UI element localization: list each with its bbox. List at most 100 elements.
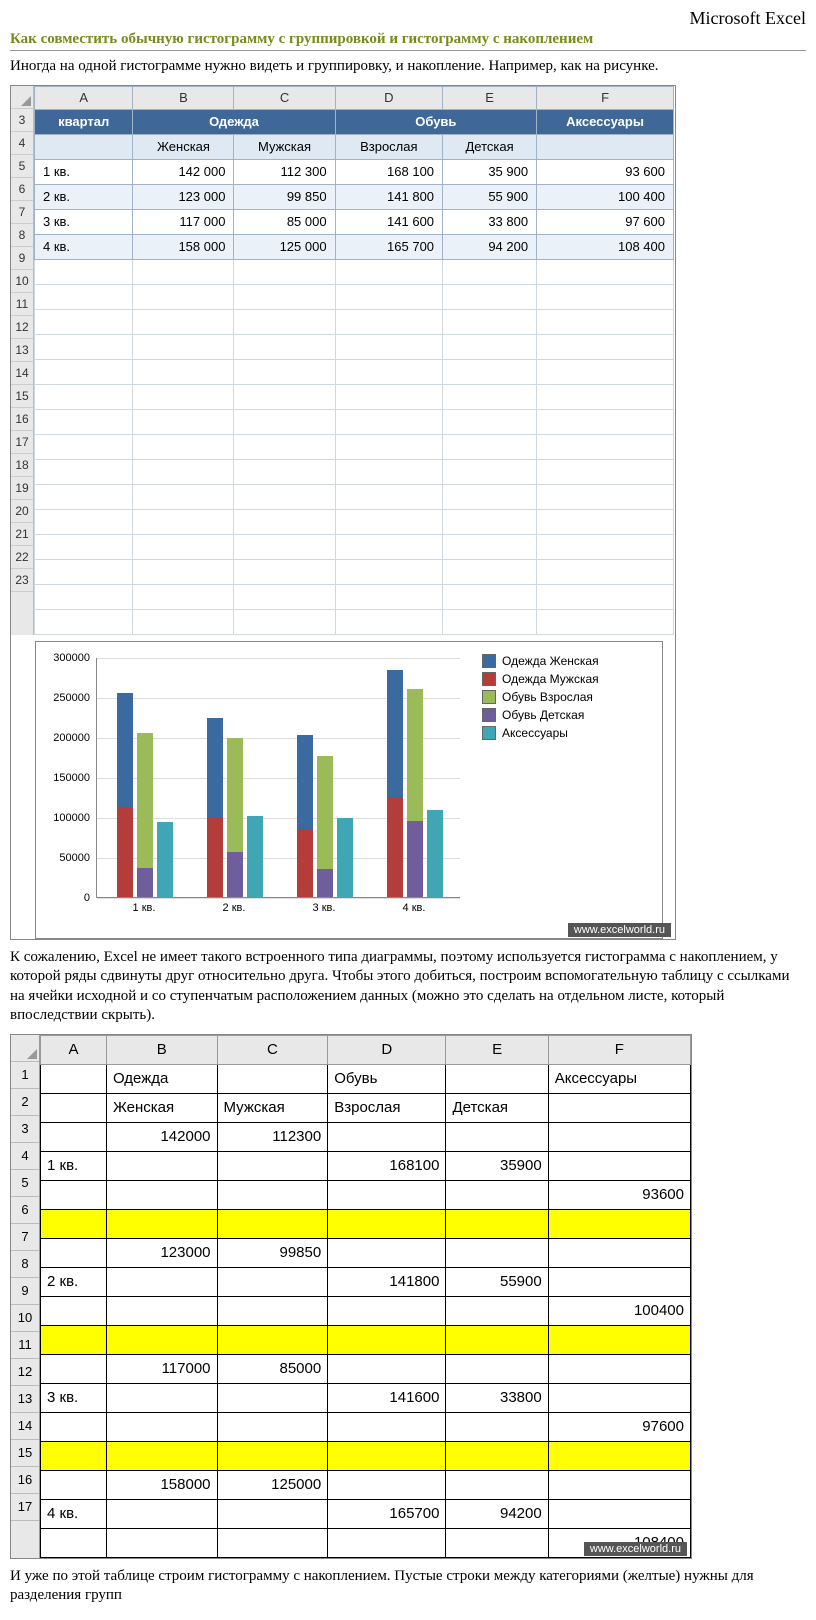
row-num[interactable]: 6 bbox=[11, 1197, 39, 1224]
cell[interactable]: 94200 bbox=[446, 1499, 548, 1528]
row-num[interactable]: 7 bbox=[11, 201, 33, 224]
cell[interactable]: 141 600 bbox=[335, 209, 442, 234]
row-num[interactable]: 3 bbox=[11, 1116, 39, 1143]
row-num[interactable]: 9 bbox=[11, 247, 33, 270]
row-num[interactable]: 17 bbox=[11, 431, 33, 454]
row-num[interactable]: 7 bbox=[11, 1224, 39, 1251]
cell[interactable]: 2 кв. bbox=[41, 1267, 107, 1296]
row-num[interactable]: 3 bbox=[11, 109, 33, 132]
cell[interactable] bbox=[217, 1296, 328, 1325]
chart-bar[interactable] bbox=[407, 689, 423, 897]
cell[interactable]: 33 800 bbox=[443, 209, 537, 234]
cell[interactable] bbox=[548, 1267, 690, 1296]
chart-bar[interactable] bbox=[337, 818, 353, 896]
row-num[interactable]: 14 bbox=[11, 1413, 39, 1440]
cell[interactable]: 85 000 bbox=[234, 209, 335, 234]
row-num[interactable]: 11 bbox=[11, 293, 33, 316]
cell[interactable]: 165 700 bbox=[335, 234, 442, 259]
cell[interactable]: 35900 bbox=[446, 1151, 548, 1180]
legend-item[interactable]: Аксессуары bbox=[482, 726, 599, 740]
cell[interactable]: 165700 bbox=[328, 1499, 446, 1528]
cell[interactable] bbox=[548, 1209, 690, 1238]
cell[interactable]: 141800 bbox=[328, 1267, 446, 1296]
cell[interactable]: 1 кв. bbox=[35, 159, 133, 184]
cell[interactable] bbox=[328, 1325, 446, 1354]
chart-bar[interactable] bbox=[427, 810, 443, 897]
cell[interactable]: 97600 bbox=[548, 1412, 690, 1441]
cell[interactable] bbox=[446, 1528, 548, 1557]
cell[interactable] bbox=[446, 1470, 548, 1499]
chart-bar[interactable] bbox=[297, 735, 313, 897]
row-num[interactable]: 14 bbox=[11, 362, 33, 385]
cell[interactable] bbox=[217, 1180, 328, 1209]
cell[interactable]: 168 100 bbox=[335, 159, 442, 184]
cell[interactable] bbox=[41, 1470, 107, 1499]
cell[interactable]: 4 кв. bbox=[35, 234, 133, 259]
cell[interactable]: 94 200 bbox=[443, 234, 537, 259]
chart-bar[interactable] bbox=[317, 756, 333, 896]
cell[interactable] bbox=[217, 1412, 328, 1441]
cell[interactable]: 55 900 bbox=[443, 184, 537, 209]
cell[interactable] bbox=[548, 1151, 690, 1180]
cell[interactable]: 93 600 bbox=[537, 159, 674, 184]
row-num[interactable]: 6 bbox=[11, 178, 33, 201]
cell[interactable] bbox=[548, 1354, 690, 1383]
cell[interactable] bbox=[328, 1180, 446, 1209]
cell[interactable]: 168100 bbox=[328, 1151, 446, 1180]
legend-item[interactable]: Обувь Детская bbox=[482, 708, 599, 722]
cell[interactable] bbox=[41, 1122, 107, 1151]
row-num[interactable]: 16 bbox=[11, 408, 33, 431]
cell[interactable]: 3 кв. bbox=[41, 1383, 107, 1412]
row-num[interactable]: 16 bbox=[11, 1467, 39, 1494]
cell[interactable]: 93600 bbox=[548, 1180, 690, 1209]
cell[interactable] bbox=[106, 1267, 217, 1296]
cell[interactable]: 123000 bbox=[106, 1238, 217, 1267]
cell[interactable]: 100 400 bbox=[537, 184, 674, 209]
select-all-corner[interactable] bbox=[11, 1035, 39, 1062]
cell[interactable]: 33800 bbox=[446, 1383, 548, 1412]
chart-bar[interactable] bbox=[137, 733, 153, 896]
cell[interactable] bbox=[106, 1180, 217, 1209]
row-num[interactable]: 19 bbox=[11, 477, 33, 500]
cell[interactable]: 141600 bbox=[328, 1383, 446, 1412]
cell[interactable] bbox=[106, 1441, 217, 1470]
cell[interactable]: 4 кв. bbox=[41, 1499, 107, 1528]
cell[interactable]: 108 400 bbox=[537, 234, 674, 259]
row-num[interactable]: 23 bbox=[11, 569, 33, 592]
cell[interactable]: 99 850 bbox=[234, 184, 335, 209]
cell[interactable] bbox=[328, 1528, 446, 1557]
cell[interactable] bbox=[217, 1499, 328, 1528]
row-num[interactable]: 20 bbox=[11, 500, 33, 523]
row-num[interactable]: 17 bbox=[11, 1494, 39, 1521]
cell[interactable] bbox=[446, 1122, 548, 1151]
row-num[interactable]: 10 bbox=[11, 270, 33, 293]
cell[interactable] bbox=[328, 1354, 446, 1383]
cell[interactable] bbox=[106, 1325, 217, 1354]
cell[interactable] bbox=[548, 1441, 690, 1470]
cell[interactable] bbox=[41, 1528, 107, 1557]
row-num[interactable]: 1 bbox=[11, 1062, 39, 1089]
cell[interactable]: 142000 bbox=[106, 1122, 217, 1151]
cell[interactable] bbox=[446, 1441, 548, 1470]
cell[interactable]: 142 000 bbox=[133, 159, 234, 184]
row-num[interactable]: 12 bbox=[11, 1359, 39, 1386]
row-num[interactable]: 15 bbox=[11, 385, 33, 408]
cell[interactable] bbox=[217, 1209, 328, 1238]
chart-bar[interactable] bbox=[247, 816, 263, 896]
cell[interactable]: 3 кв. bbox=[35, 209, 133, 234]
chart-bar[interactable] bbox=[227, 738, 243, 896]
row-num[interactable]: 13 bbox=[11, 339, 33, 362]
cell[interactable]: 123 000 bbox=[133, 184, 234, 209]
cell[interactable]: 125000 bbox=[217, 1470, 328, 1499]
cell[interactable]: 99850 bbox=[217, 1238, 328, 1267]
cell[interactable]: 100400 bbox=[548, 1296, 690, 1325]
cell[interactable] bbox=[106, 1296, 217, 1325]
row-num[interactable]: 21 bbox=[11, 523, 33, 546]
select-all-corner[interactable] bbox=[11, 86, 33, 109]
cell[interactable]: 117000 bbox=[106, 1354, 217, 1383]
cell[interactable] bbox=[41, 1296, 107, 1325]
cell[interactable]: 112300 bbox=[217, 1122, 328, 1151]
cell[interactable] bbox=[106, 1412, 217, 1441]
row-num[interactable]: 13 bbox=[11, 1386, 39, 1413]
cell[interactable] bbox=[446, 1180, 548, 1209]
